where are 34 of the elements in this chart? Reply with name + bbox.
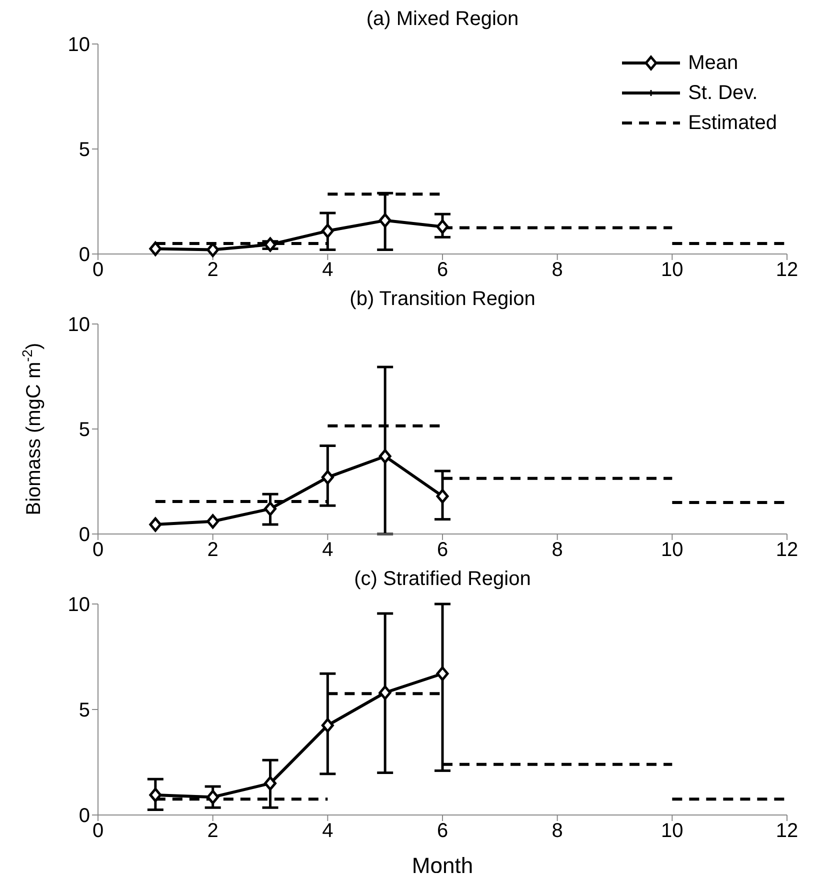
legend-label: Estimated bbox=[688, 112, 777, 134]
chart-title: (b) Transition Region bbox=[348, 288, 536, 312]
x-tick-label: 12 bbox=[776, 259, 798, 282]
x-tick-label: 2 bbox=[207, 539, 218, 562]
annotation: St. Dev. bbox=[688, 82, 758, 104]
legend-label: Mean bbox=[688, 52, 738, 74]
x-tick-label: 4 bbox=[322, 539, 334, 562]
x-tick-label: 8 bbox=[552, 539, 563, 562]
chart-title: (a) Mixed Region bbox=[365, 8, 520, 32]
x-tick-label: 6 bbox=[436, 820, 448, 842]
x-axis-title: Month bbox=[412, 853, 474, 878]
x-tick-label: 6 bbox=[436, 259, 448, 282]
x-tick-label: 10 bbox=[661, 539, 684, 562]
y-tick-label: 0 bbox=[78, 524, 90, 546]
y-tick-label: 5 bbox=[78, 700, 90, 722]
y-tick-label: 0 bbox=[78, 805, 90, 828]
x-tick-label: 2 bbox=[207, 259, 218, 282]
chart-title: (c) Stratified Region bbox=[353, 568, 532, 592]
y-tick-label: 10 bbox=[68, 594, 90, 616]
x-tick-label: 2 bbox=[207, 820, 218, 842]
y-tick-label: 5 bbox=[78, 419, 90, 442]
x-tick-label: 8 bbox=[552, 820, 563, 842]
x-tick-label: 12 bbox=[776, 539, 798, 562]
x-tick-label: 10 bbox=[661, 820, 684, 842]
x-tick-label: 4 bbox=[322, 259, 334, 282]
y-tick-label: 0 bbox=[78, 244, 90, 266]
x-tick-label: 4 bbox=[322, 820, 334, 842]
y-tick-label: 5 bbox=[78, 139, 90, 162]
x-tick-label: 12 bbox=[776, 820, 798, 842]
y-tick-label: 10 bbox=[68, 34, 90, 56]
y-tick-label: 10 bbox=[68, 314, 90, 336]
x-tick-label: 10 bbox=[661, 259, 684, 282]
x-tick-label: 6 bbox=[436, 539, 448, 562]
x-tick-label: 8 bbox=[552, 259, 563, 282]
